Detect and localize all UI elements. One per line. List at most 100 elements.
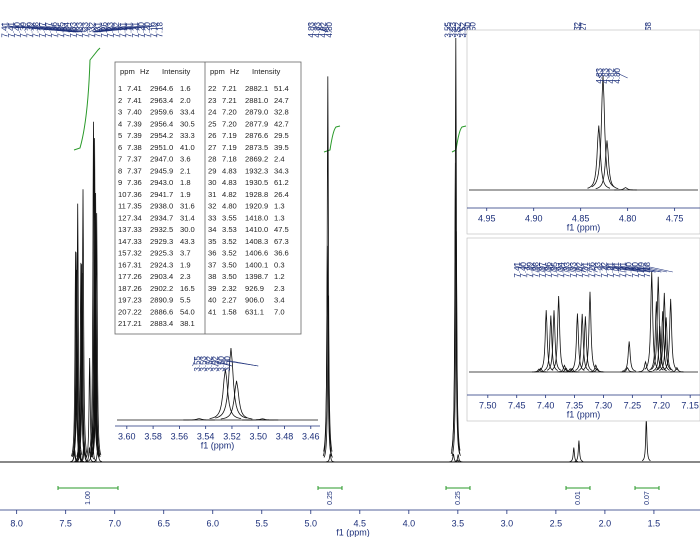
peak-label: 2.32 <box>573 21 582 37</box>
peak-table-cell: 67.3 <box>274 237 289 246</box>
inset-x-tick-label: 4.90 <box>525 213 543 223</box>
inset-peak <box>669 366 684 373</box>
integral-bracket <box>57 486 119 490</box>
peak-label-leader <box>320 23 329 33</box>
inset-peak <box>546 310 562 371</box>
peak-label: 1.58 <box>644 21 653 37</box>
peak-label: 7.20 <box>625 261 634 277</box>
peak-label: 7.40 <box>519 261 528 277</box>
peak-label-leader <box>626 263 662 273</box>
peak-table-cell: 7.36 <box>127 178 142 187</box>
inset-x-tick-label: 7.50 <box>479 400 497 410</box>
peak-table-cell: 18 <box>118 284 126 293</box>
peak-table-cell: 42.7 <box>274 119 289 128</box>
peak-label: 4.83 <box>307 21 316 37</box>
peak-table-cell: 2943.0 <box>150 178 173 187</box>
peak-table-cell: 0.3 <box>274 260 285 269</box>
x-tick-label: 5.0 <box>305 518 318 528</box>
peak-table-cell: 7.35 <box>127 202 142 211</box>
inset-peak <box>614 187 637 191</box>
peak-table-cell: 3.53 <box>222 225 237 234</box>
peak-label-leader <box>457 23 471 33</box>
peak-label: 7.26 <box>587 261 596 277</box>
inset-x-tick-label: 7.45 <box>508 400 526 410</box>
peak-label: 7.34 <box>63 21 72 37</box>
x-tick-label: 6.5 <box>157 518 170 528</box>
peak-table-cell: 7.38 <box>127 143 142 152</box>
peak-label: 7.22 <box>600 261 609 277</box>
peak-table-cell: 2.32 <box>222 284 237 293</box>
inset-x-tick-label: 7.25 <box>624 400 642 410</box>
peak-label-leader <box>632 263 662 273</box>
peak-label-leader <box>206 357 233 367</box>
inset-x-tick-label: 3.46 <box>302 431 320 441</box>
peak-label: 7.36 <box>50 21 59 37</box>
peak-label: 7.35 <box>550 261 559 277</box>
peak-table-cell: 15 <box>118 249 126 258</box>
peak-label: 7.33 <box>75 21 84 37</box>
peak-table-cell: 11 <box>118 202 126 211</box>
peak-label: 7.34 <box>556 261 565 277</box>
inset-peak <box>570 313 585 371</box>
peak-table-cell: 7.19 <box>222 143 237 152</box>
peak-table-cell: 2873.5 <box>245 143 268 152</box>
peak-label-leader <box>527 263 552 273</box>
peak-table-cell: 8 <box>118 166 122 175</box>
spectrum-peak <box>92 213 102 456</box>
inset-peak <box>663 298 678 371</box>
peak-label: 7.20 <box>143 21 152 37</box>
x-tick-label: 1.5 <box>648 518 661 528</box>
peak-table-cell: 34.3 <box>274 166 289 175</box>
peak-label: 4.82 <box>607 67 616 83</box>
peak-label: 7.19 <box>637 261 646 277</box>
peak-table-cell: 7.23 <box>127 296 142 305</box>
peak-label-leader <box>644 263 673 273</box>
peak-table-cell: 1.3 <box>274 213 285 222</box>
peak-table-cell: 7.41 <box>127 96 142 105</box>
peak-table-cell: 6 <box>118 143 122 152</box>
peak-label-leader <box>445 23 454 33</box>
x-tick-label: 8.0 <box>10 518 23 528</box>
peak-label-leader <box>595 263 644 273</box>
peak-label-leader <box>539 263 564 273</box>
peak-table-cell: 2.4 <box>274 155 285 164</box>
inset-background <box>466 29 700 235</box>
peak-table-cell: 5.5 <box>180 296 191 305</box>
x-tick-label: 7.0 <box>108 518 121 528</box>
peak-table-cell: 2886.6 <box>150 307 173 316</box>
peak-label: 3.55 <box>193 355 202 371</box>
peak-label-leader <box>576 263 592 273</box>
x-tick-label: 6.0 <box>206 518 219 528</box>
spectrum-peak <box>85 447 94 463</box>
peak-table-cell: 2 <box>118 96 122 105</box>
inset-x-tick-label: 4.95 <box>478 213 496 223</box>
peak-table-cell: 3.55 <box>222 213 237 222</box>
peak-table-cell: 7.36 <box>127 190 142 199</box>
peak-label: 7.21 <box>125 21 134 37</box>
peak-label-leader <box>192 357 196 367</box>
peak-table-cell: 3.50 <box>222 272 237 281</box>
peak-table-cell: 9 <box>118 178 122 187</box>
peak-label: 7.39 <box>19 21 28 37</box>
peak-table-cell: 33.4 <box>180 108 195 117</box>
peak-table-cell: 38 <box>208 272 216 281</box>
peak-table-cell: 13 <box>118 225 126 234</box>
peak-label-leader <box>97 23 158 33</box>
peak-label-leader <box>589 263 627 273</box>
inset-x-tick-label: 4.85 <box>572 213 590 223</box>
peak-label: 7.33 <box>563 261 572 277</box>
peak-table-cell: 1398.7 <box>245 272 268 281</box>
peak-table-cell: 1.3 <box>274 202 285 211</box>
inset-peak <box>590 367 605 373</box>
peak-table-cell: 1406.6 <box>245 249 268 258</box>
peak-table-cell: 2876.6 <box>245 131 268 140</box>
integral-bracket <box>317 486 343 490</box>
peak-table-cell: 1932.3 <box>245 166 268 175</box>
spectrum-peak <box>641 417 651 462</box>
peak-table-cell: 7.26 <box>127 272 142 281</box>
integral-value: 0.25 <box>455 491 462 505</box>
peak-table-cell: 24.7 <box>274 96 289 105</box>
peak-label: 7.41 <box>513 261 522 277</box>
inset-peak <box>215 347 247 419</box>
peak-table-cell: 39 <box>208 284 216 293</box>
